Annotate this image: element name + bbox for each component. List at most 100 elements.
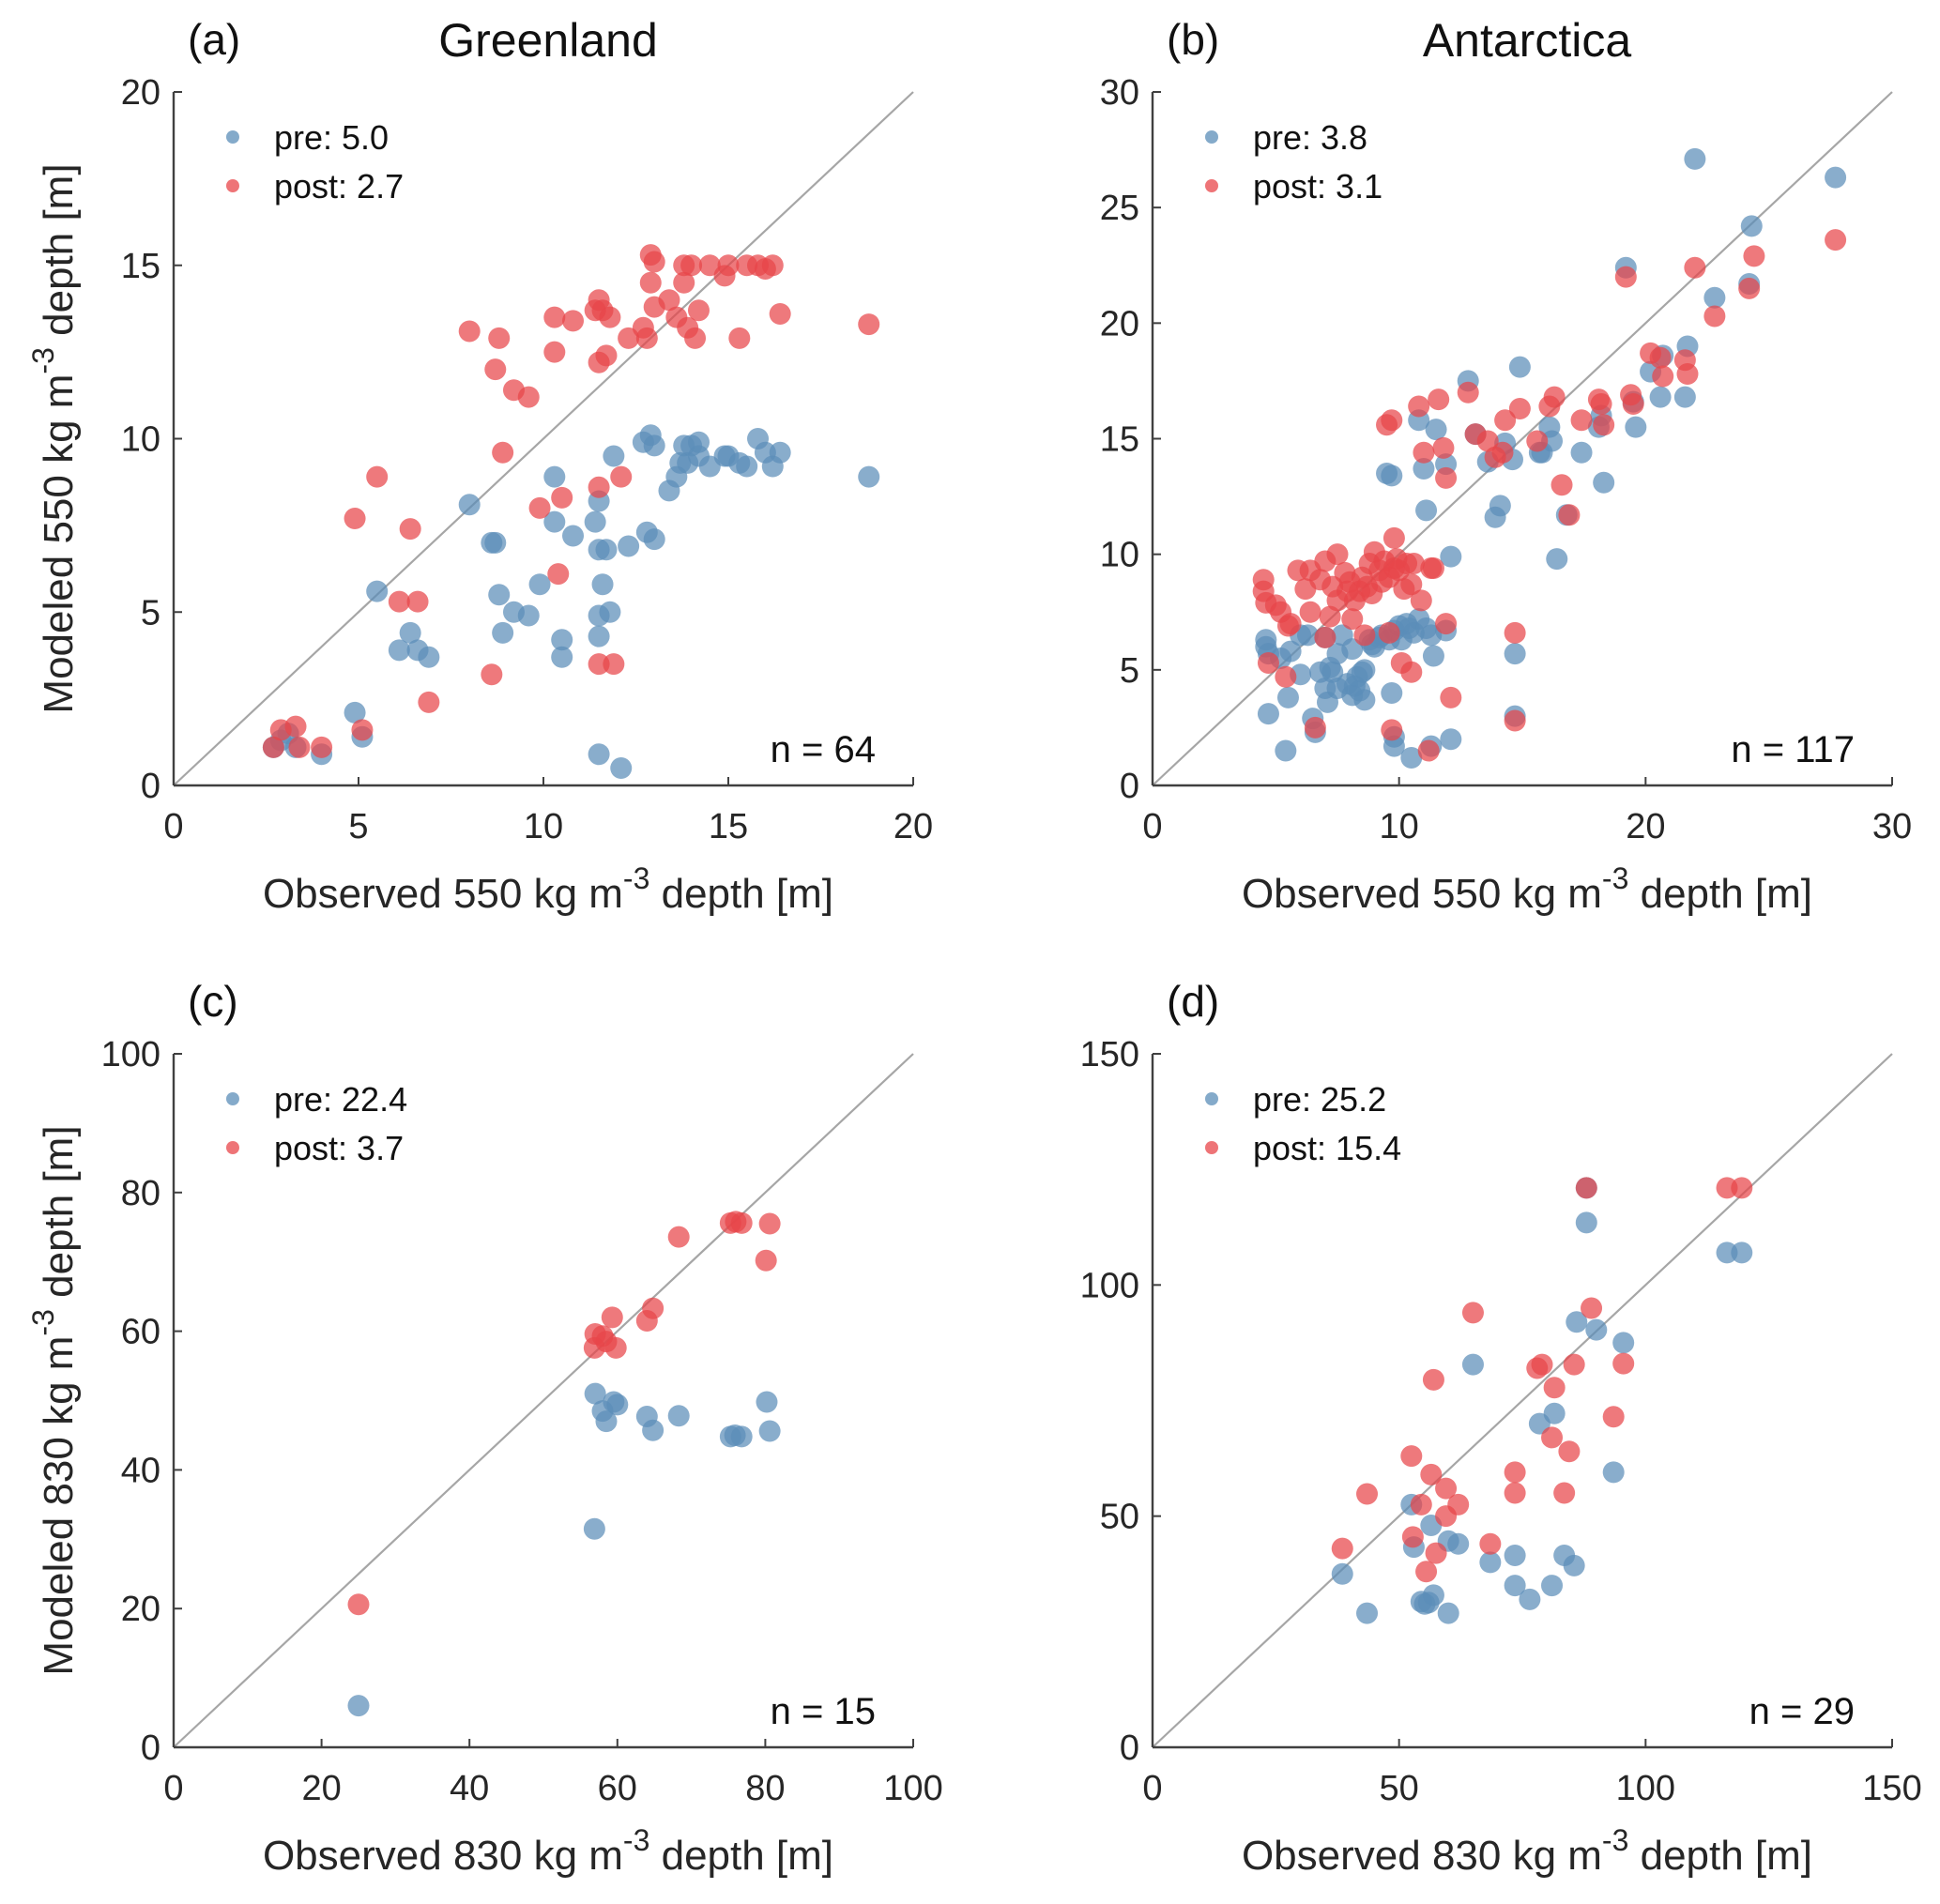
post-point xyxy=(1415,1561,1438,1583)
x-tick-label: 20 xyxy=(301,1769,341,1808)
pre-point xyxy=(1504,1575,1526,1597)
pre-point xyxy=(1546,548,1568,571)
x-tick-label: 50 xyxy=(1380,1769,1419,1808)
pre-point xyxy=(418,646,440,668)
pre-point xyxy=(1541,1575,1564,1597)
post-point xyxy=(673,271,695,294)
pre-point xyxy=(1716,1241,1738,1264)
legend-marker-pre xyxy=(1205,1092,1218,1105)
pre-point xyxy=(1257,703,1279,725)
x-tick-label: 20 xyxy=(1626,807,1665,846)
pre-point xyxy=(1440,728,1462,751)
post-point xyxy=(604,1336,627,1359)
post-point xyxy=(1279,613,1302,635)
pre-point xyxy=(1504,1545,1526,1567)
post-point xyxy=(769,302,791,325)
y-tick-label: 20 xyxy=(121,1590,160,1629)
series-pre xyxy=(1255,147,1847,769)
pre-point xyxy=(1353,659,1376,681)
post-point xyxy=(1402,553,1425,575)
pre-point xyxy=(1684,147,1706,170)
y-tick-label: 0 xyxy=(141,767,160,806)
post-point xyxy=(1731,1177,1753,1199)
pre-point xyxy=(551,646,573,668)
series-pre xyxy=(1331,1177,1753,1624)
y-tick-label: 5 xyxy=(141,593,160,632)
panel-title: Greenland xyxy=(438,14,658,67)
x-tick-label: 0 xyxy=(163,807,183,846)
legend-marker-post xyxy=(226,1141,239,1154)
post-point xyxy=(1461,1302,1484,1324)
post-point xyxy=(1341,608,1364,631)
post-point xyxy=(1652,365,1674,388)
post-point xyxy=(1428,388,1450,411)
post-point xyxy=(639,271,662,294)
post-point xyxy=(1526,430,1549,452)
post-point xyxy=(1570,409,1593,432)
post-point xyxy=(284,715,307,738)
pre-point xyxy=(1612,1332,1635,1354)
post-point xyxy=(1432,436,1455,459)
post-point xyxy=(388,590,410,613)
pre-point xyxy=(1275,739,1297,762)
x-axis-label-main: Observed 550 kg m xyxy=(263,871,623,917)
post-point xyxy=(1381,409,1403,432)
x-tick-label: 15 xyxy=(709,807,748,846)
pre-point xyxy=(1570,441,1593,464)
x-axis-label-sup: -3 xyxy=(1602,861,1628,895)
legend: pre: 25.2 post: 15.4 xyxy=(1205,1080,1401,1167)
pre-point xyxy=(492,621,514,644)
post-point xyxy=(1602,1406,1625,1428)
y-tick-label: 50 xyxy=(1100,1498,1139,1537)
x-axis-label-tail: depth [m] xyxy=(1628,1833,1812,1879)
pre-point xyxy=(769,441,791,464)
pre-point xyxy=(758,1420,781,1442)
x-tick-label: 40 xyxy=(450,1769,489,1808)
y-tick-label: 10 xyxy=(121,420,160,460)
sample-count-annotation: n = 64 xyxy=(771,729,876,770)
post-point xyxy=(488,327,511,349)
pre-point xyxy=(1356,1602,1379,1624)
pre-point xyxy=(1625,416,1647,438)
pre-point xyxy=(583,1517,605,1540)
post-point xyxy=(1531,1353,1553,1376)
post-point xyxy=(1590,393,1612,416)
post-point xyxy=(1326,543,1349,566)
pre-point xyxy=(603,445,625,467)
post-point xyxy=(1400,573,1423,596)
post-point xyxy=(1413,441,1435,464)
post-point xyxy=(1575,1177,1597,1199)
post-point xyxy=(1382,526,1405,549)
pre-point xyxy=(1543,1402,1566,1424)
pre-point xyxy=(1321,661,1344,683)
y-tick-label: 15 xyxy=(1100,420,1139,460)
post-point xyxy=(1738,277,1761,299)
y-tick-label: 10 xyxy=(1100,536,1139,575)
pre-point xyxy=(1422,1584,1444,1607)
pre-point xyxy=(1440,545,1462,568)
post-point xyxy=(517,386,540,408)
x-axis-label-sup: -3 xyxy=(623,1823,649,1857)
post-point xyxy=(1410,589,1432,612)
post-point xyxy=(1553,1482,1576,1504)
x-tick-label: 100 xyxy=(883,1769,942,1808)
x-tick-label: 150 xyxy=(1862,1769,1921,1808)
pre-point xyxy=(344,701,366,724)
legend-marker-post xyxy=(226,179,239,192)
pre-point xyxy=(595,539,618,561)
pre-point xyxy=(1422,645,1444,667)
post-point xyxy=(1684,256,1706,279)
series-post xyxy=(262,244,880,758)
legend-label-pre: pre: 22.4 xyxy=(274,1080,407,1119)
x-axis-label: Observed 830 kg m-3 depth [m] xyxy=(1242,1823,1812,1879)
post-point xyxy=(562,310,585,332)
post-point xyxy=(351,719,374,741)
pre-point xyxy=(618,535,640,557)
x-tick-label: 0 xyxy=(163,1769,183,1808)
post-point xyxy=(1825,229,1847,251)
pre-point xyxy=(584,510,606,533)
y-tick-label: 15 xyxy=(121,247,160,286)
post-point xyxy=(1558,1440,1581,1463)
pre-point xyxy=(1731,1241,1753,1264)
post-point xyxy=(595,344,618,367)
